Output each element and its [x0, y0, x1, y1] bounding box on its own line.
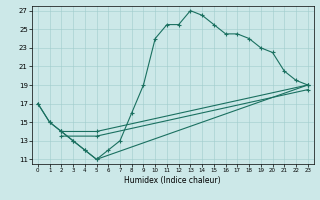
X-axis label: Humidex (Indice chaleur): Humidex (Indice chaleur): [124, 176, 221, 185]
